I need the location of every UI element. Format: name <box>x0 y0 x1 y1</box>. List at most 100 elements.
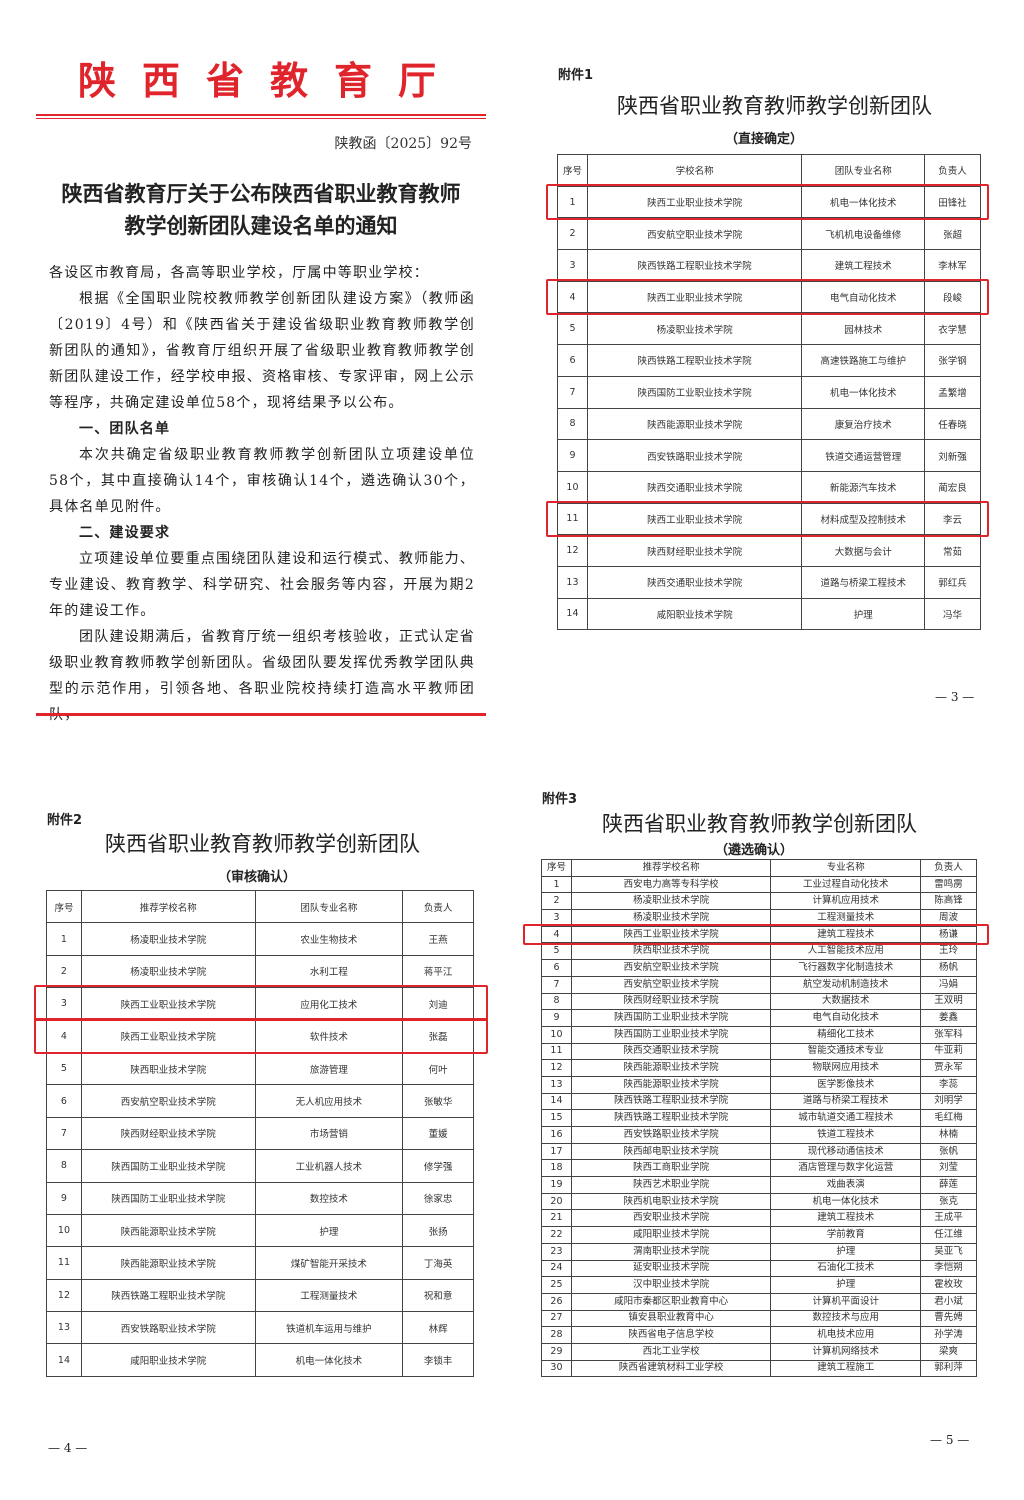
header-school: 推荐学校名称 <box>570 859 772 877</box>
table-row: 9 陕西国防工业职业技术学院 电气自动化技术 姜鑫 <box>541 1009 977 1027</box>
row-index: 11 <box>541 1042 572 1061</box>
row-index: 12 <box>541 1059 572 1077</box>
leader-name: 张超 <box>924 217 981 251</box>
row-index: 10 <box>557 470 588 504</box>
school-name: 陕西交通职业技术学院 <box>586 470 803 504</box>
row-index: 7 <box>46 1116 82 1151</box>
major-name: 道路与桥梁工程技术 <box>801 565 926 599</box>
page-number: — 4 — <box>48 1441 88 1455</box>
major-name: 市场营销 <box>254 1116 404 1151</box>
org-header: 陕西省教育厅 <box>78 58 463 103</box>
table-row: 19 陕西艺术职业学院 戏曲表演 薛莲 <box>541 1176 977 1194</box>
major-name: 旅游管理 <box>254 1051 404 1086</box>
header-school: 学校名称 <box>586 154 803 187</box>
table-row: 23 渭南职业技术学院 护理 吴亚飞 <box>541 1242 977 1261</box>
table-row: 28 陕西省电子信息学校 机电技术应用 孙学涛 <box>541 1326 977 1344</box>
school-name: 陕西财经职业技术学院 <box>586 534 803 567</box>
row-index: 14 <box>541 1092 572 1111</box>
table-row: 4 陕西工业职业技术学院 软件技术 张磊 <box>46 1019 474 1053</box>
row-index: 11 <box>557 502 588 536</box>
school-name: 陕西邮电职业技术学院 <box>570 1142 772 1161</box>
leader-name: 毛红梅 <box>920 1109 977 1127</box>
major-name: 建筑工程施工 <box>770 1359 922 1378</box>
row-index: 5 <box>46 1051 82 1086</box>
leader-name: 君小斌 <box>920 1292 977 1311</box>
row-index: 9 <box>557 439 588 472</box>
leader-name: 张军科 <box>920 1025 977 1044</box>
leader-name: 段峻 <box>924 280 981 314</box>
leader-name: 冯华 <box>924 597 981 631</box>
table-row: 6 陕西铁路工程职业技术学院 高速铁路施工与维护 张学钢 <box>557 344 981 377</box>
row-index: 8 <box>557 407 588 441</box>
school-name: 陕西铁路工程职业技术学院 <box>80 1278 256 1313</box>
page-number: — 5 — <box>930 1433 970 1447</box>
attachment1-table: 序号 学校名称 团队专业名称 负责人 1 陕西工业职业技术学院 机电一体化技术 田锋社 2 西安航… <box>546 154 989 631</box>
major-name: 护理 <box>770 1242 922 1261</box>
table-row: 1 陕西工业职业技术学院 机电一体化技术 田锋社 <box>557 185 981 219</box>
row-index: 25 <box>541 1276 572 1294</box>
major-name: 人工智能技术应用 <box>770 942 922 961</box>
major-name: 水利工程 <box>254 954 404 989</box>
major-name: 智能交通技术专业 <box>770 1042 922 1061</box>
row-index: 26 <box>541 1292 572 1311</box>
attachment-label: 附件3 <box>542 792 578 807</box>
table-row: 26 咸阳市秦都区职业教育中心 计算机平面设计 君小斌 <box>541 1292 977 1311</box>
school-name: 陕西省建筑材料工业学校 <box>570 1359 772 1378</box>
row-index: 7 <box>541 975 572 994</box>
row-index: 14 <box>46 1343 82 1377</box>
major-name: 现代移动通信技术 <box>770 1142 922 1161</box>
row-index: 6 <box>46 1084 82 1118</box>
leader-name: 何叶 <box>402 1051 474 1086</box>
salutation: 各设区市教育局，各高等职业学校，厅属中等职业学校： <box>49 265 429 281</box>
row-index: 23 <box>541 1242 572 1261</box>
row-index: 2 <box>541 892 572 911</box>
major-name: 大数据技术 <box>770 992 922 1011</box>
leader-name: 刘明学 <box>920 1092 977 1111</box>
table-row: 22 咸阳职业技术学院 学前教育 任江维 <box>541 1226 977 1244</box>
table-row: 4 陕西工业职业技术学院 电气自动化技术 段峻 <box>557 280 981 314</box>
table-row: 2 西安航空职业技术学院 飞机机电设备维修 张超 <box>557 217 981 251</box>
row-index: 21 <box>541 1209 572 1228</box>
section-heading: 二、建设要求 <box>79 525 171 541</box>
major-name: 园林技术 <box>801 312 926 346</box>
leader-name: 张扬 <box>402 1213 474 1248</box>
major-name: 数控技术与应用 <box>770 1309 922 1328</box>
major-name: 护理 <box>801 597 926 631</box>
major-name: 工业过程自动化技术 <box>770 875 922 894</box>
row-index: 30 <box>541 1359 572 1378</box>
table-row: 7 陕西国防工业职业技术学院 机电一体化技术 孟繁增 <box>557 375 981 409</box>
leader-name: 徐家忠 <box>402 1181 474 1215</box>
school-name: 陕西铁路工程职业技术学院 <box>586 344 803 377</box>
row-index: 7 <box>557 375 588 409</box>
row-index: 8 <box>46 1149 82 1183</box>
row-index: 14 <box>557 597 588 631</box>
row-index: 29 <box>541 1342 572 1361</box>
leader-name: 张敏华 <box>402 1084 474 1118</box>
header-index: 序号 <box>557 154 588 187</box>
table-row: 5 杨凌职业技术学院 园林技术 衣学慧 <box>557 312 981 346</box>
school-name: 陕西交通职业技术学院 <box>586 565 803 599</box>
major-name: 计算机网络技术 <box>770 1342 922 1361</box>
table-row: 6 西安航空职业技术学院 飞行器数字化制造技术 杨帆 <box>541 959 977 977</box>
major-name: 大数据与会计 <box>801 534 926 567</box>
major-name: 学前教育 <box>770 1226 922 1244</box>
school-name: 西安航空职业技术学院 <box>586 217 803 251</box>
row-index: 17 <box>541 1142 572 1161</box>
major-name: 建筑工程技术 <box>801 249 926 282</box>
major-name: 电气自动化技术 <box>770 1009 922 1027</box>
major-name: 计算机平面设计 <box>770 1292 922 1311</box>
leader-name: 雷鸣雳 <box>920 875 977 894</box>
school-name: 陕西铁路工程职业技术学院 <box>570 1092 772 1111</box>
table-row: 8 陕西能源职业技术学院 康复治疗技术 任春晓 <box>557 407 981 441</box>
header-index: 序号 <box>541 859 572 877</box>
major-name: 数控技术 <box>254 1181 404 1215</box>
title-line-2: 教学创新团队建设名单的通知 <box>124 214 398 238</box>
major-name: 铁道工程技术 <box>770 1126 922 1144</box>
table-row: 5 陕西职业技术学院 旅游管理 何叶 <box>46 1051 474 1086</box>
table-row: 12 陕西铁路工程职业技术学院 工程测量技术 祝和意 <box>46 1278 474 1313</box>
row-index: 12 <box>46 1278 82 1313</box>
notice-page: 陕西省教育厅 陕教函〔2025〕92号 陕西省教育厅关于公布陕西省职业教育教师 … <box>0 0 515 745</box>
title-line-1: 陕西省教育厅关于公布陕西省职业教育教师 <box>61 182 461 206</box>
school-name: 西安铁路职业技术学院 <box>570 1126 772 1144</box>
row-index: 15 <box>541 1109 572 1127</box>
